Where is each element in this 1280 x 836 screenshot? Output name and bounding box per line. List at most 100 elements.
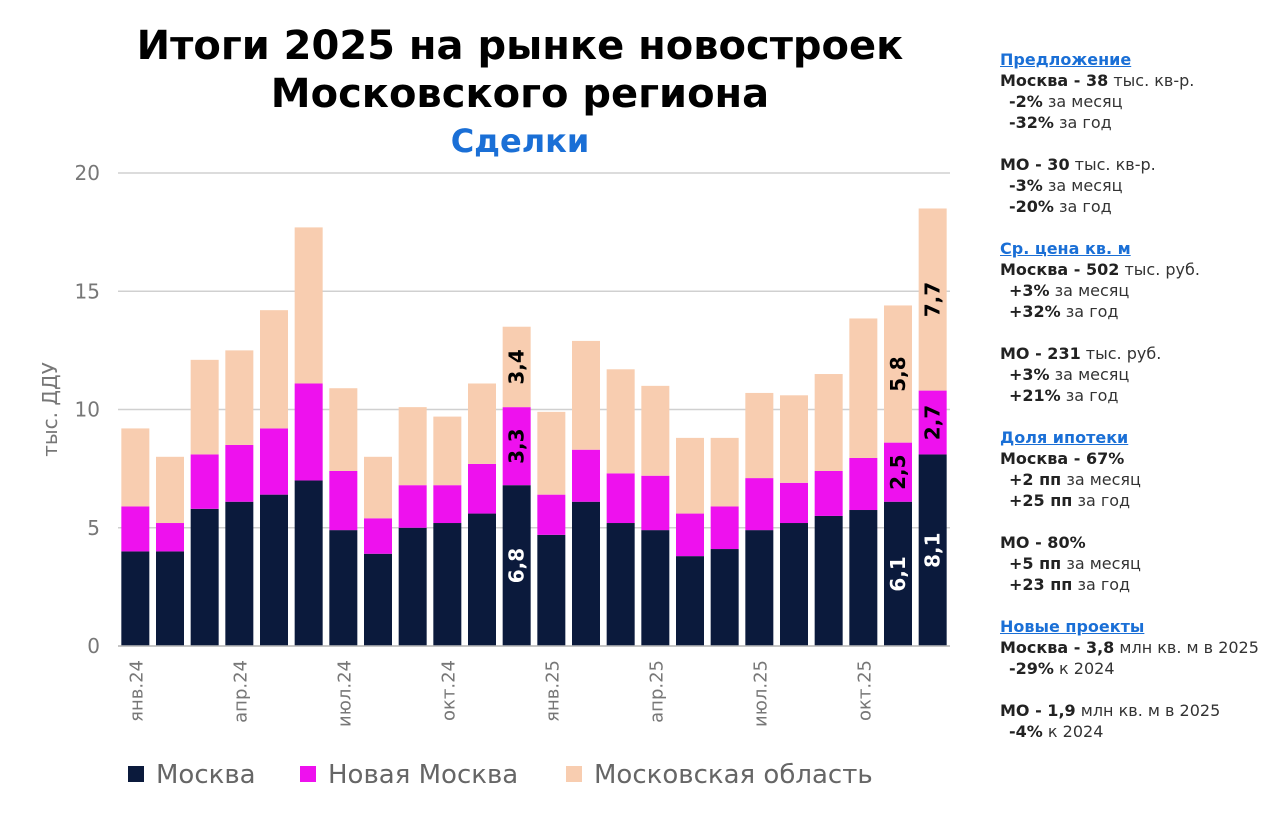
bar-segment	[572, 501, 600, 646]
bar-segment	[849, 318, 878, 458]
stat-value: +21%	[1009, 386, 1061, 405]
stat-line: -29% к 2024	[1000, 658, 1278, 679]
y-tick-label: 10	[75, 398, 100, 422]
stat-value: -3%	[1009, 176, 1043, 195]
value-label: 3,3	[505, 428, 529, 463]
bar-segment	[156, 551, 184, 646]
stat-text: за год	[1065, 386, 1119, 405]
bar-segment	[745, 478, 774, 531]
stat-value: Москва - 502	[1000, 260, 1120, 279]
bar-segment	[676, 437, 704, 514]
section-heading[interactable]: Предложение	[1000, 50, 1132, 69]
bar-segment	[329, 530, 358, 646]
stat-value: -29%	[1009, 659, 1054, 678]
stat-line: МО - 80%	[1000, 532, 1278, 553]
value-label: 5,8	[886, 356, 910, 391]
bar-segment	[121, 551, 150, 646]
value-label: 3,4	[505, 349, 529, 384]
bar-segment	[190, 508, 219, 646]
value-label: 2,7	[921, 405, 945, 440]
bar-segment	[260, 428, 288, 495]
bar-segment	[537, 534, 566, 646]
bar-segment	[294, 383, 323, 481]
chart: 0 5 10 15 20 тыс. ДДУ янв.24 апр.24 июл.24 окт.24…	[38, 161, 950, 790]
stat-line: Москва - 38 тыс. кв-р.	[1000, 70, 1278, 91]
stat-value: -20%	[1009, 197, 1054, 216]
bar-segment	[433, 485, 462, 524]
bar-segment	[364, 456, 392, 519]
stat-text: тыс. руб.	[1085, 344, 1162, 363]
stat-line: +3% за месяц	[1000, 364, 1278, 385]
bar-segment	[398, 407, 427, 486]
y-tick-label: 20	[75, 161, 100, 185]
stat-group: Москва - 502 тыс. руб. +3% за месяц +32% з…	[1000, 259, 1278, 322]
legend-swatch	[566, 766, 582, 782]
stat-text: за месяц	[1066, 470, 1141, 489]
bar-segment	[502, 407, 531, 486]
bar-segment	[641, 385, 670, 476]
stat-value: МО - 231	[1000, 344, 1081, 363]
stat-line: Москва - 3,8 млн кв. м в 2025	[1000, 637, 1278, 658]
bar-segment	[849, 510, 878, 646]
stat-text: к 2024	[1047, 722, 1104, 741]
x-tick-label: окт.24	[438, 660, 459, 721]
sidebar: Предложение Москва - 38 тыс. кв-р. -2% за …	[1000, 49, 1278, 763]
bar-segment	[225, 501, 254, 646]
bar-segment	[641, 530, 670, 646]
legend-label: Московская область	[594, 760, 873, 790]
bar-segment	[260, 494, 288, 646]
value-label: 6,8	[505, 548, 529, 583]
bar-segment	[433, 416, 462, 486]
stat-text: за год	[1077, 575, 1131, 594]
x-tick-label: янв.24	[126, 660, 147, 722]
stat-text: за месяц	[1047, 92, 1123, 111]
bar-segment	[745, 530, 774, 646]
value-label: 2,5	[886, 454, 910, 489]
stat-value: +3%	[1009, 281, 1050, 300]
stat-text: за год	[1077, 491, 1131, 510]
x-tick-label: апр.25	[646, 660, 667, 723]
bar-segment	[676, 513, 704, 557]
bar-segment	[190, 359, 219, 455]
bar-segment	[918, 454, 947, 646]
bar-segment	[745, 392, 774, 479]
bar-segment	[121, 506, 150, 552]
bar-segment	[468, 513, 496, 646]
bar-segment	[884, 305, 912, 443]
bar-segment	[433, 523, 462, 646]
stat-line: +3% за месяц	[1000, 280, 1278, 301]
stat-value: Москва - 67%	[1000, 449, 1125, 468]
y-tick-label: 0	[87, 634, 100, 658]
stat-group: Москва - 67% +2 пп за месяц +25 пп за год	[1000, 448, 1278, 511]
bar-segment	[814, 374, 843, 471]
stat-group: МО - 80% +5 пп за месяц +23 пп за год	[1000, 532, 1278, 595]
value-label: 6,1	[886, 556, 910, 591]
bar-segment	[606, 523, 635, 646]
section-heading[interactable]: Доля ипотеки	[1000, 428, 1129, 447]
bar-segment	[780, 395, 808, 483]
stat-text: за месяц	[1054, 281, 1130, 300]
stat-text: за месяц	[1047, 176, 1123, 195]
bar-segment	[190, 454, 219, 509]
section-heading[interactable]: Ср. цена кв. м	[1000, 239, 1131, 258]
chart-subtitle: Сделки	[450, 122, 590, 160]
bar-segment	[398, 485, 427, 528]
stat-text: за год	[1065, 302, 1119, 321]
stat-text: за год	[1059, 113, 1112, 132]
stat-value: -4%	[1009, 722, 1043, 741]
stat-line: МО - 1,9 млн кв. м в 2025	[1000, 700, 1278, 721]
bar-segment	[364, 553, 392, 646]
bar-segment	[468, 463, 496, 514]
stat-line: +25 пп за год	[1000, 490, 1278, 511]
value-label: 7,7	[921, 282, 945, 317]
section-heading[interactable]: Новые проекты	[1000, 617, 1145, 636]
stat-line: МО - 30 тыс. кв-р.	[1000, 154, 1278, 175]
y-axis-label: тыс. ДДУ	[38, 362, 62, 457]
stat-line: +2 пп за месяц	[1000, 469, 1278, 490]
legend-swatch	[300, 766, 316, 782]
stat-value: Москва - 38	[1000, 71, 1109, 90]
y-tick-label: 15	[75, 279, 100, 303]
stat-text: за месяц	[1054, 365, 1130, 384]
value-label: 8,1	[921, 532, 945, 567]
